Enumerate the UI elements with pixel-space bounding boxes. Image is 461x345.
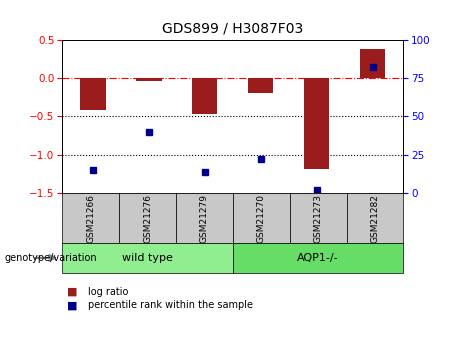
- Text: GSM21266: GSM21266: [86, 194, 95, 243]
- Bar: [192, 78, 218, 114]
- Text: GSM21276: GSM21276: [143, 194, 152, 243]
- Bar: [248, 78, 273, 93]
- Text: GSM21282: GSM21282: [371, 194, 379, 243]
- Bar: [304, 78, 329, 169]
- Title: GDS899 / H3087F03: GDS899 / H3087F03: [162, 22, 303, 36]
- Text: wild type: wild type: [122, 253, 173, 263]
- Bar: [136, 78, 161, 81]
- Bar: [80, 78, 106, 110]
- Text: GSM21270: GSM21270: [257, 194, 266, 243]
- Text: GSM21273: GSM21273: [313, 194, 323, 243]
- Text: AQP1-/-: AQP1-/-: [297, 253, 339, 263]
- Text: ■: ■: [67, 300, 77, 310]
- Text: percentile rank within the sample: percentile rank within the sample: [88, 300, 253, 310]
- Bar: [360, 49, 385, 78]
- Text: GSM21279: GSM21279: [200, 194, 209, 243]
- Text: genotype/variation: genotype/variation: [5, 253, 97, 263]
- Text: ■: ■: [67, 287, 77, 296]
- Text: log ratio: log ratio: [88, 287, 128, 296]
